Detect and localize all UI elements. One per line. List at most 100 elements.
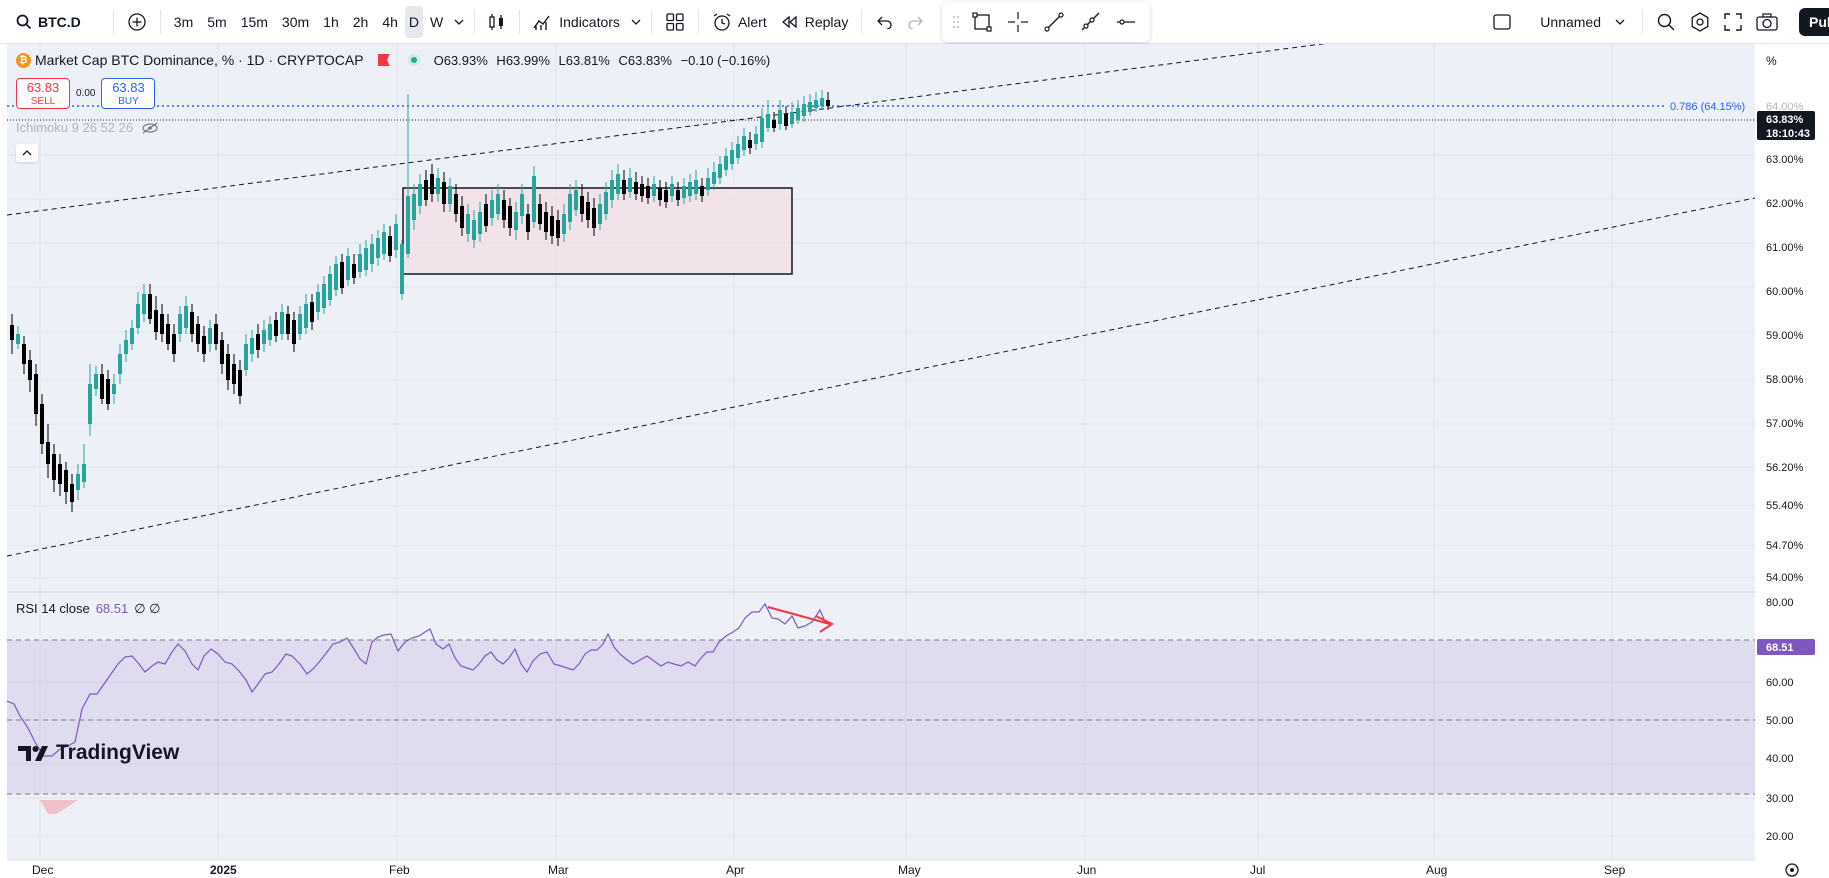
candle-body bbox=[646, 186, 650, 198]
candle-body bbox=[262, 330, 266, 344]
rsi-axis-tick: 80.00 bbox=[1766, 597, 1794, 609]
candle-body bbox=[304, 304, 308, 328]
interval-d[interactable]: D bbox=[404, 5, 424, 38]
candle-body bbox=[778, 110, 782, 124]
candle-body bbox=[724, 156, 728, 170]
candle-body bbox=[574, 190, 578, 210]
interval-2h[interactable]: 2h bbox=[352, 13, 369, 30]
time-axis-label: Sep bbox=[1604, 863, 1626, 877]
candle-body bbox=[736, 144, 740, 158]
ichimoku-legend[interactable]: Ichimoku 9 26 52 26 bbox=[16, 120, 159, 135]
price-axis-tick: 54.00% bbox=[1766, 572, 1804, 584]
redo-button[interactable] bbox=[900, 6, 932, 38]
price-scale-unit[interactable]: % bbox=[1762, 50, 1816, 72]
candle-body bbox=[598, 204, 602, 224]
interval-30m[interactable]: 30m bbox=[281, 13, 310, 30]
candle-body bbox=[766, 114, 770, 128]
candle-body bbox=[400, 244, 404, 294]
buy-button[interactable]: 63.83 BUY bbox=[101, 78, 156, 109]
publish-button[interactable]: Pub bbox=[1799, 7, 1829, 36]
alert-button[interactable]: Alert bbox=[705, 6, 774, 38]
horizontal-ray-tool[interactable] bbox=[1108, 6, 1144, 38]
candle-body bbox=[412, 194, 416, 220]
candle-body bbox=[520, 194, 524, 216]
indicators-dropdown[interactable] bbox=[627, 6, 645, 38]
tradingview-logo[interactable]: TradingView bbox=[18, 741, 179, 765]
consolidation-rectangle bbox=[402, 187, 793, 275]
candle-body bbox=[112, 384, 116, 394]
rsi-value-tag-text: 68.51 bbox=[1766, 642, 1794, 654]
price-axis-tick: 63.00% bbox=[1766, 154, 1804, 166]
close-value: 63.83% bbox=[627, 52, 672, 68]
time-axis-label: 2025 bbox=[210, 863, 237, 877]
series-title[interactable]: Market Cap BTC Dominance, % · 1D · CRYPT… bbox=[35, 52, 364, 68]
layout-button[interactable]: Unnamed bbox=[1485, 6, 1632, 38]
candle-body bbox=[76, 474, 80, 490]
templates-button[interactable] bbox=[658, 6, 692, 38]
gear-icon[interactable] bbox=[1785, 863, 1799, 877]
plus-circle-icon bbox=[128, 12, 146, 31]
settings-button[interactable] bbox=[1683, 6, 1717, 38]
time-axis-label: Jun bbox=[1077, 863, 1096, 877]
tradingview-logo-text: TradingView bbox=[56, 741, 180, 764]
candle-body bbox=[670, 184, 674, 196]
candle-body bbox=[688, 182, 692, 196]
flag-icon[interactable] bbox=[377, 54, 390, 66]
buy-label: BUY bbox=[118, 96, 139, 107]
chevron-down-icon bbox=[631, 19, 641, 25]
current-price-tag bbox=[1757, 111, 1815, 140]
search-icon bbox=[16, 14, 32, 29]
rectangle-tool[interactable] bbox=[964, 6, 1000, 38]
indicators-button[interactable]: Indicators bbox=[526, 6, 627, 38]
candle-body bbox=[550, 216, 554, 236]
candle-body bbox=[622, 180, 626, 194]
interval-1h[interactable]: 1h bbox=[323, 13, 339, 30]
candle-body bbox=[718, 164, 722, 178]
chart-area[interactable]: 0.786 (64.15%) 63.00% 62.00% 61.00% 60.00% 59… bbox=[0, 44, 1829, 878]
sell-button[interactable]: 63.83 SELL bbox=[16, 78, 70, 109]
time-axis-label: Apr bbox=[726, 863, 745, 877]
candle-body bbox=[142, 294, 146, 314]
rsi-legend[interactable]: RSI 14 close 68.51 ∅ ∅ bbox=[16, 601, 161, 617]
snapshot-button[interactable] bbox=[1749, 6, 1785, 38]
candle-body bbox=[562, 214, 566, 234]
candle-body bbox=[634, 182, 638, 194]
add-symbol-button[interactable] bbox=[120, 6, 154, 38]
interval-4h[interactable]: 4h bbox=[382, 13, 398, 30]
interval-5m[interactable]: 5m bbox=[207, 13, 227, 30]
fullscreen-button[interactable] bbox=[1717, 6, 1749, 38]
candle-body bbox=[64, 470, 68, 492]
candle-body bbox=[124, 340, 128, 354]
replay-button[interactable]: Replay bbox=[774, 6, 856, 38]
interval-w[interactable]: W bbox=[430, 13, 444, 30]
chart-canvas[interactable]: 0.786 (64.15%) 63.00% 62.00% 61.00% 60.00% 59… bbox=[0, 44, 1829, 878]
chevron-down-icon bbox=[454, 19, 464, 25]
interval-15m[interactable]: 15m bbox=[240, 13, 268, 30]
undo-button[interactable] bbox=[868, 6, 900, 38]
candle-body bbox=[220, 340, 224, 364]
rsi-band bbox=[7, 640, 1755, 794]
candle-body bbox=[268, 324, 272, 340]
quick-search-button[interactable] bbox=[1649, 6, 1683, 38]
collapse-legend-button[interactable] bbox=[16, 144, 38, 162]
candle-body bbox=[796, 108, 800, 120]
chart-type-button[interactable] bbox=[481, 6, 513, 38]
interval-dropdown[interactable] bbox=[450, 6, 468, 38]
candle-body bbox=[712, 172, 716, 184]
ray-tool[interactable] bbox=[1072, 6, 1108, 38]
symbol-search[interactable]: BTC.D bbox=[0, 0, 107, 44]
drag-handle[interactable] bbox=[948, 6, 964, 38]
candle-body bbox=[250, 338, 254, 354]
eye-hidden-icon[interactable] bbox=[141, 122, 159, 134]
horizontal-line-icon bbox=[1117, 18, 1136, 25]
candle-body bbox=[298, 314, 302, 334]
candle-body bbox=[52, 454, 56, 480]
crosshair-tool[interactable] bbox=[1000, 6, 1036, 38]
spread-value: 0.00 bbox=[76, 88, 96, 99]
time-axis-label: Aug bbox=[1426, 863, 1447, 877]
low-value: 63.81% bbox=[565, 52, 610, 68]
rectangle-icon bbox=[972, 11, 992, 32]
interval-3m[interactable]: 3m bbox=[173, 13, 194, 30]
trendline-tool[interactable] bbox=[1036, 6, 1072, 38]
countdown-text: 18:10:43 bbox=[1766, 128, 1810, 140]
